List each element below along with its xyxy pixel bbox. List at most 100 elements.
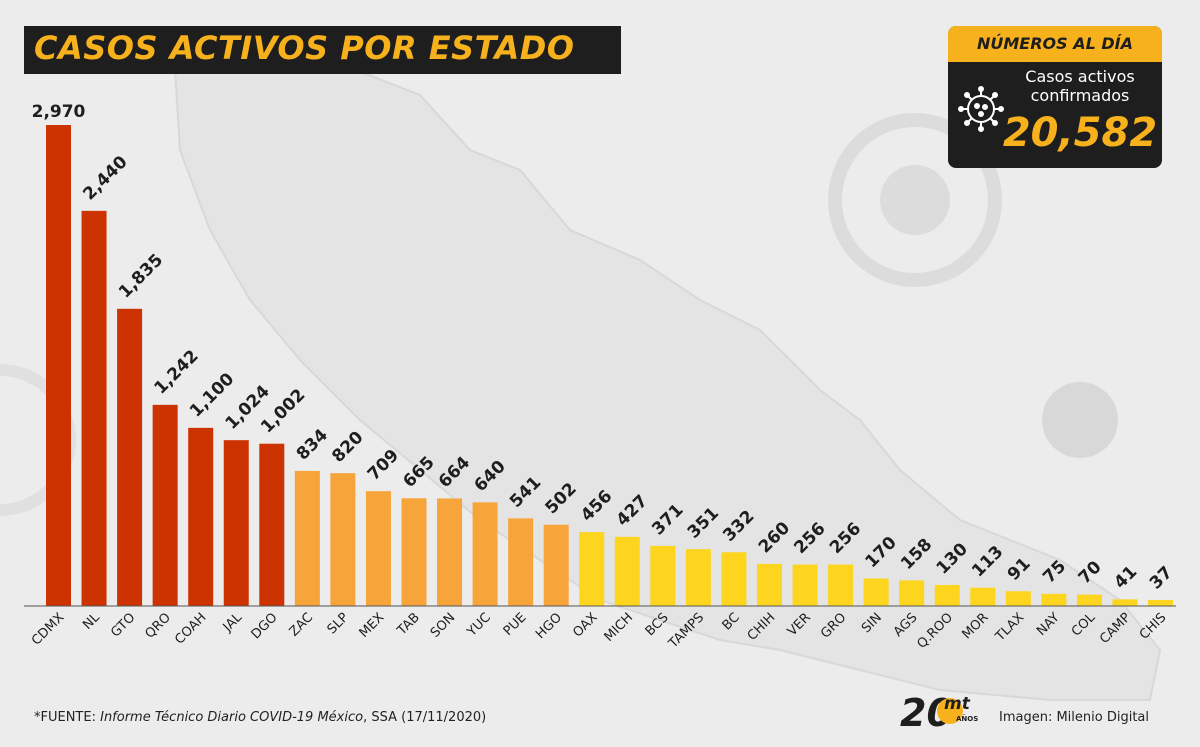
bar-qro	[152, 404, 178, 606]
category-label: DGO	[249, 610, 281, 642]
bar-ver	[792, 564, 818, 606]
value-label: 70	[1075, 557, 1106, 588]
value-label: 820	[328, 427, 367, 466]
value-label: 541	[506, 473, 545, 512]
bar-chis	[1148, 600, 1174, 606]
category-label: GRO	[818, 610, 849, 641]
category-label: VER	[785, 610, 814, 639]
value-label: 1,242	[151, 346, 203, 398]
value-label: 834	[293, 425, 332, 464]
bar-mich	[614, 536, 640, 606]
category-label: TLAX	[992, 610, 1027, 645]
bar-tab	[401, 498, 427, 606]
bar-mex	[365, 491, 391, 606]
value-label: 91	[1004, 554, 1035, 585]
value-label: 1,835	[115, 250, 167, 302]
value-label: 37	[1146, 563, 1177, 594]
summary-label-line2: confirmados	[1030, 86, 1130, 105]
bar-zac	[294, 470, 320, 606]
logo-sub: AÑOS	[956, 714, 978, 723]
category-label: MEX	[357, 610, 388, 641]
summary-value: 20,582	[1002, 110, 1158, 156]
category-label: NAY	[1034, 610, 1063, 639]
category-label: CAMP	[1097, 610, 1134, 647]
category-label: SLP	[325, 610, 352, 637]
category-label: COL	[1069, 610, 1099, 640]
category-label: GTO	[108, 610, 138, 640]
value-label: 709	[364, 445, 403, 484]
virus-icon	[958, 86, 1004, 132]
value-label: 371	[648, 500, 687, 539]
title-banner: CASOS ACTIVOS POR ESTADO	[24, 26, 621, 74]
value-label: 456	[577, 486, 616, 525]
value-label: 2,440	[79, 152, 131, 204]
value-label: 256	[790, 519, 829, 558]
category-label: COAH	[172, 610, 209, 647]
bar-pue	[508, 518, 534, 606]
value-label: 502	[542, 479, 581, 518]
value-label: 75	[1039, 557, 1070, 588]
category-label: TAB	[394, 610, 423, 639]
category-label: ZAC	[287, 610, 316, 639]
bar-son	[437, 498, 463, 606]
category-label: CHIH	[745, 610, 779, 644]
source-suffix: , SSA (17/11/2020)	[363, 710, 487, 725]
virus-decoration-small	[1042, 382, 1118, 458]
mexico-map-silhouette	[173, 58, 1162, 701]
value-label: 640	[470, 457, 509, 496]
bar-bc	[721, 552, 747, 606]
category-label: BCS	[643, 610, 672, 639]
value-label: 158	[897, 535, 936, 574]
bar-gro	[828, 564, 854, 606]
value-label: 130	[933, 539, 972, 578]
bar-chih	[757, 563, 782, 606]
bar-sin	[863, 578, 889, 606]
source-note: *FUENTE: Informe Técnico Diario COVID-19…	[34, 710, 486, 725]
bar-bcs	[650, 545, 676, 606]
category-label: OAX	[570, 610, 600, 640]
summary-card: NÚMEROS AL DÍA Casos activos confirmados…	[948, 26, 1162, 168]
logo-dot	[937, 698, 963, 724]
value-label: 113	[968, 542, 1007, 581]
category-label: Q.ROO	[914, 610, 956, 652]
category-label: YUC	[464, 610, 494, 640]
source-title: Informe Técnico Diario COVID-19 México	[100, 710, 364, 725]
category-label: AGS	[891, 610, 921, 640]
bar-ags	[899, 580, 925, 606]
image-credit: Imagen: Milenio Digital	[999, 710, 1150, 725]
category-label: JAL	[220, 610, 246, 636]
category-label: BC	[720, 610, 743, 633]
value-label: 665	[399, 453, 438, 492]
category-label: PUE	[501, 610, 530, 639]
virus-decoration-large	[828, 113, 1002, 287]
bar-dgo	[259, 443, 285, 606]
bar-gto	[117, 308, 143, 606]
category-label: SIN	[859, 610, 885, 636]
value-label: 2,970	[32, 102, 86, 122]
bar-jal	[223, 440, 249, 606]
bar-tamps	[685, 549, 711, 606]
bar-coah	[188, 427, 214, 606]
page-title: CASOS ACTIVOS POR ESTADO	[34, 29, 575, 67]
source-prefix: *FUENTE:	[34, 710, 101, 725]
milenio-20-years-logo: 20 mt AÑOS	[900, 691, 978, 735]
category-label: SON	[428, 610, 459, 641]
summary-label: Casos activos confirmados	[1010, 67, 1150, 105]
bars-group	[46, 125, 1174, 606]
value-label: 170	[862, 533, 901, 572]
bar-yuc	[472, 502, 498, 606]
value-label: 664	[435, 453, 474, 492]
bar-nl	[81, 210, 107, 606]
category-label: NL	[80, 610, 103, 633]
value-label: 256	[826, 519, 865, 558]
value-label: 427	[613, 491, 652, 530]
bar-hgo	[543, 524, 569, 606]
bar-mor	[970, 587, 996, 606]
logo-text: mt	[944, 694, 971, 714]
value-label: 351	[684, 503, 723, 542]
category-label: CDMX	[29, 610, 67, 648]
category-label: QRO	[143, 610, 174, 641]
